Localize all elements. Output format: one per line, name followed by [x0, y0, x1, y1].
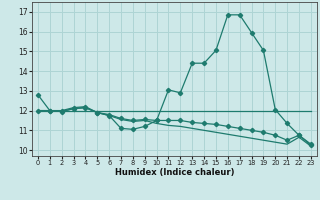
X-axis label: Humidex (Indice chaleur): Humidex (Indice chaleur) [115, 168, 234, 177]
